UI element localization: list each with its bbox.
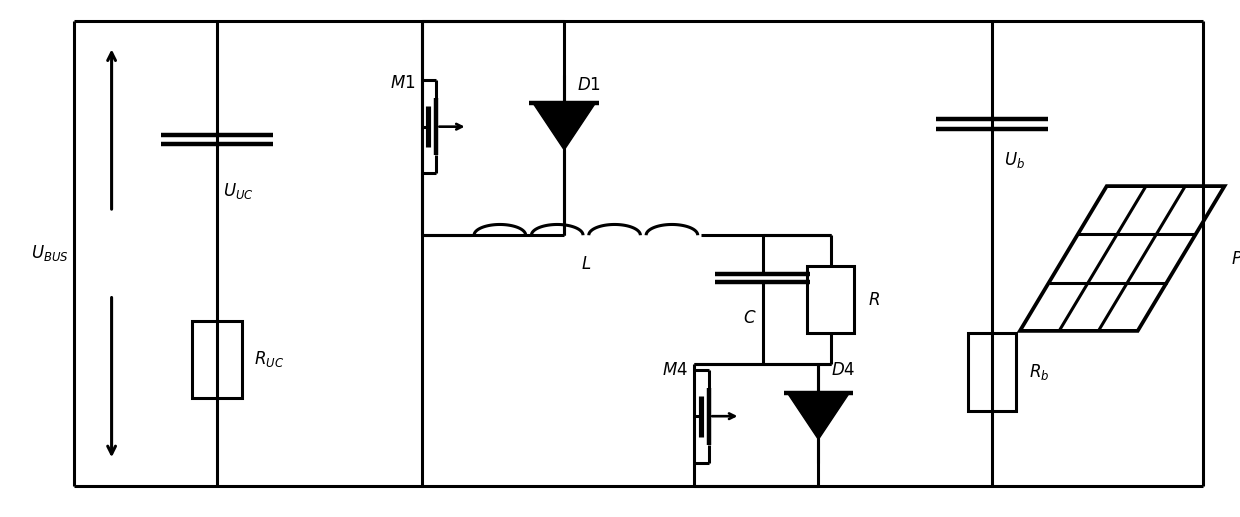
Text: $L$: $L$ bbox=[580, 255, 591, 272]
Polygon shape bbox=[787, 393, 849, 439]
Text: $D1$: $D1$ bbox=[577, 77, 600, 94]
Bar bbox=[192, 321, 242, 398]
Text: $C$: $C$ bbox=[743, 309, 756, 327]
Text: $D4$: $D4$ bbox=[831, 361, 856, 378]
Text: $U_{UC}$: $U_{UC}$ bbox=[223, 181, 254, 201]
Text: $R_b$: $R_b$ bbox=[1029, 362, 1049, 382]
Text: $M1$: $M1$ bbox=[389, 74, 415, 92]
Bar bbox=[968, 333, 1016, 411]
Text: $PV$: $PV$ bbox=[1230, 250, 1240, 267]
Text: $R$: $R$ bbox=[868, 291, 880, 309]
Bar bbox=[807, 266, 854, 333]
Text: $R_{UC}$: $R_{UC}$ bbox=[254, 349, 284, 369]
Text: $M4$: $M4$ bbox=[662, 361, 688, 378]
Polygon shape bbox=[1019, 186, 1225, 331]
Text: $U_b$: $U_b$ bbox=[1004, 150, 1025, 170]
Text: $U_{BUS}$: $U_{BUS}$ bbox=[31, 244, 68, 263]
Polygon shape bbox=[533, 103, 595, 150]
